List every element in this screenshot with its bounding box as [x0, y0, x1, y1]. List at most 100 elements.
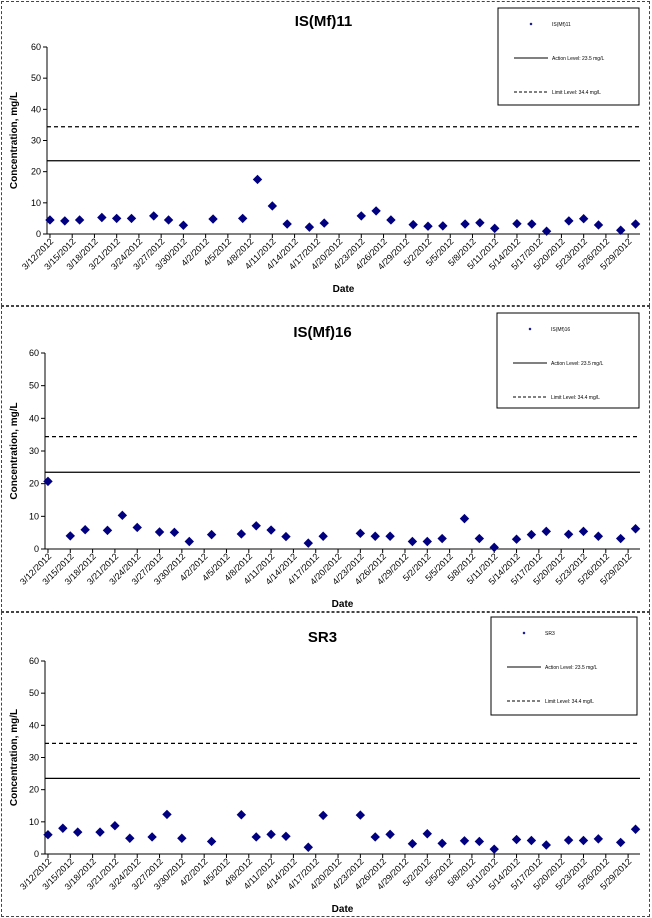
data-point [162, 809, 172, 820]
data-point [437, 838, 447, 849]
data-point [236, 810, 247, 820]
chart-title: IS(Mf)11 [295, 13, 353, 30]
data-point [511, 834, 522, 845]
data-point [318, 810, 328, 821]
legend-label: SR3 [545, 631, 555, 637]
data-point [459, 513, 470, 524]
data-point [177, 833, 187, 843]
data-point [355, 528, 366, 539]
data-point [474, 836, 485, 847]
data-point [563, 529, 574, 540]
y-axis-label: Concentration, mg/L [9, 709, 20, 806]
data-point [303, 538, 313, 548]
legend-marker-point [522, 631, 526, 635]
y-tick-label: 30 [29, 753, 39, 763]
legend-marker-point [528, 327, 532, 331]
legend-label: Limit Level: 34.4 mg/L [551, 395, 600, 401]
data-point [236, 529, 247, 539]
y-tick-label: 60 [31, 42, 41, 52]
data-point [117, 510, 128, 521]
data-point [578, 526, 589, 537]
data-point [303, 842, 313, 852]
data-point [251, 832, 261, 842]
data-point [125, 833, 135, 843]
y-tick-label: 40 [29, 720, 39, 730]
data-point [126, 213, 137, 224]
data-point [541, 226, 552, 236]
data-point [615, 533, 626, 544]
data-point [45, 215, 55, 225]
data-point [489, 844, 499, 854]
chart-panel-is-mf-11: IS(Mf)11 0 10 20 30 40 50 60 3/12/2012 3/15/2012 3… [1, 1, 650, 306]
data-point [385, 531, 395, 541]
data-point [304, 222, 315, 232]
data-point [281, 831, 291, 842]
data-point [74, 215, 85, 225]
data-point [58, 823, 68, 833]
data-point [526, 529, 537, 540]
data-point [252, 174, 263, 185]
data-point [593, 220, 604, 230]
legend-marker-point [529, 22, 533, 26]
data-point [489, 542, 499, 553]
data-point [475, 218, 485, 228]
data-point [43, 476, 53, 487]
legend-label: IS(Mf)16 [551, 327, 570, 333]
y-tick-label: 20 [29, 785, 39, 795]
data-point [407, 838, 418, 849]
data-point [208, 214, 218, 224]
data-point [385, 829, 395, 840]
data-point [251, 521, 261, 531]
y-tick-label: 60 [29, 348, 39, 358]
data-point [512, 219, 522, 229]
data-point [149, 211, 159, 221]
data-point [178, 220, 189, 230]
data-point [593, 531, 604, 541]
legend-label: Limit Level: 34.4 mg/L [552, 90, 601, 96]
chart-panel-is-mf-16: IS(Mf)16 0 10 20 30 40 50 60 3/12/2012 3/15/2012 3… [1, 306, 650, 612]
data-point [407, 536, 418, 547]
chart-svg: IS(Mf)1601020304050603/12/20123/15/20123… [9, 312, 641, 610]
data-point [281, 531, 291, 542]
data-point [318, 531, 328, 541]
data-point [73, 827, 83, 837]
x-axis-label: Date [333, 284, 355, 295]
data-point [370, 832, 380, 842]
data-point [319, 218, 329, 228]
y-axis-label: Concentration, mg/L [9, 402, 20, 499]
data-point [578, 214, 589, 224]
data-point [102, 525, 113, 536]
data-point [422, 536, 432, 547]
y-tick-label: 10 [31, 198, 41, 208]
data-point [408, 219, 418, 230]
data-point [616, 225, 626, 235]
legend-label: IS(Mf)11 [552, 22, 571, 28]
data-point [437, 533, 447, 544]
data-point [615, 837, 626, 848]
x-axis-label: Date [332, 599, 354, 610]
data-point [630, 524, 641, 534]
data-point [163, 215, 174, 225]
data-point [593, 834, 604, 844]
y-tick-label: 10 [29, 511, 39, 521]
data-point [563, 835, 574, 845]
data-point [147, 832, 157, 842]
data-point [97, 212, 107, 223]
data-point [526, 835, 537, 846]
legend-label: Action Level: 23.5 mg/L [545, 665, 597, 671]
y-tick-label: 20 [31, 167, 41, 177]
data-point [370, 531, 380, 541]
data-point [169, 527, 180, 538]
data-point [564, 216, 574, 226]
data-point [43, 829, 53, 840]
data-point [206, 529, 217, 540]
data-point [578, 835, 589, 846]
data-point [65, 531, 75, 541]
data-point [111, 213, 122, 224]
data-point [438, 221, 448, 231]
data-point [237, 213, 248, 224]
chart-title: SR3 [308, 629, 337, 646]
y-tick-label: 0 [34, 849, 39, 859]
data-point [355, 810, 366, 820]
y-tick-label: 30 [29, 446, 39, 456]
